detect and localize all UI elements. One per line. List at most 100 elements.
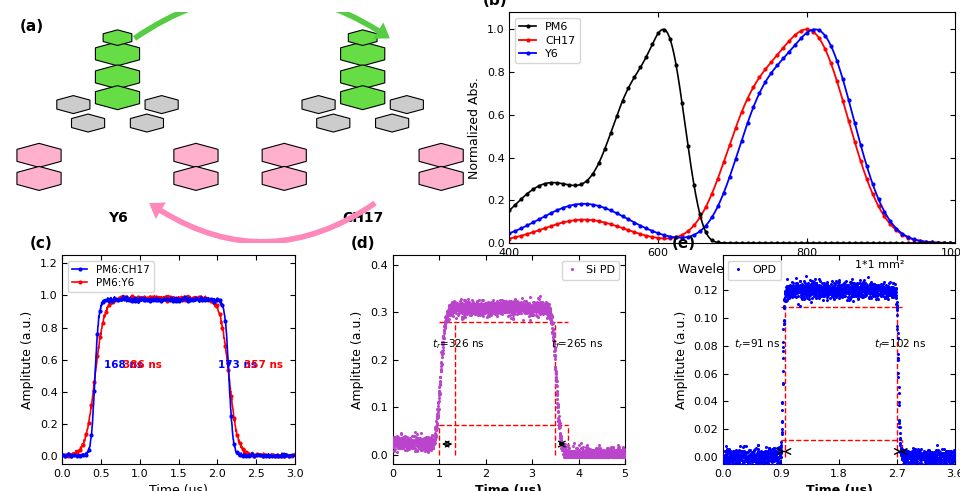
Polygon shape xyxy=(341,65,385,89)
Polygon shape xyxy=(317,114,349,132)
PM6:Y6 xyxy=(257,453,269,459)
OPD xyxy=(717,455,729,461)
PM6 xyxy=(504,208,516,214)
Polygon shape xyxy=(103,30,132,46)
PM6:Y6 xyxy=(205,297,217,303)
Si PD xyxy=(500,301,512,307)
Y6 xyxy=(504,230,516,236)
Polygon shape xyxy=(262,166,306,191)
PM6:Y6 xyxy=(289,453,300,459)
OPD xyxy=(949,451,960,457)
OPD xyxy=(801,273,812,279)
Y6 xyxy=(949,240,960,246)
Text: Y6: Y6 xyxy=(108,211,128,224)
Polygon shape xyxy=(348,30,377,46)
PM6:CH17 xyxy=(233,453,245,459)
Si PD xyxy=(493,308,505,314)
CH17 xyxy=(801,27,812,32)
Legend: PM6:CH17, PM6:Y6: PM6:CH17, PM6:Y6 xyxy=(67,261,154,292)
PM6:CH17 xyxy=(199,298,210,304)
PM6 xyxy=(802,240,813,246)
Polygon shape xyxy=(57,96,90,113)
Polygon shape xyxy=(375,114,409,132)
Si PD xyxy=(612,447,624,453)
PM6:Y6 xyxy=(57,453,68,459)
Si PD xyxy=(387,440,398,446)
Si PD xyxy=(535,293,546,299)
X-axis label: Time (μs): Time (μs) xyxy=(805,485,873,491)
OPD xyxy=(718,461,730,467)
Line: OPD: OPD xyxy=(722,275,956,465)
PM6 xyxy=(618,94,630,100)
Y-axis label: Amplitute (a.u.): Amplitute (a.u.) xyxy=(351,310,365,409)
CH17 xyxy=(802,27,813,32)
Y6 xyxy=(802,29,813,35)
PM6:CH17 xyxy=(117,293,129,299)
Legend: PM6, CH17, Y6: PM6, CH17, Y6 xyxy=(515,18,580,63)
CH17 xyxy=(706,192,717,198)
OPD xyxy=(731,457,742,463)
CH17 xyxy=(618,226,630,232)
Text: (a): (a) xyxy=(19,19,43,34)
Polygon shape xyxy=(71,114,105,132)
PM6:CH17 xyxy=(257,453,269,459)
X-axis label: Time (μs): Time (μs) xyxy=(149,485,208,491)
Polygon shape xyxy=(174,143,218,167)
PM6 xyxy=(706,237,717,243)
CH17 xyxy=(766,58,778,64)
Text: 1*1 mm²: 1*1 mm² xyxy=(855,260,904,270)
PM6 xyxy=(583,176,594,182)
Y-axis label: Amplitute (a.u.): Amplitute (a.u.) xyxy=(675,310,687,409)
Si PD xyxy=(619,450,631,456)
Text: 386 ns: 386 ns xyxy=(123,360,161,370)
Y6 xyxy=(766,69,778,75)
PM6:CH17 xyxy=(192,296,204,302)
Y6 xyxy=(840,86,852,92)
PM6:Y6 xyxy=(71,450,83,456)
OPD xyxy=(812,291,824,297)
Line: Y6: Y6 xyxy=(508,28,956,245)
Polygon shape xyxy=(95,65,139,89)
Si PD xyxy=(558,454,569,460)
PM6:CH17 xyxy=(57,453,68,459)
FancyArrowPatch shape xyxy=(149,201,376,245)
Polygon shape xyxy=(17,143,61,167)
Text: (c): (c) xyxy=(30,236,53,251)
Polygon shape xyxy=(391,96,423,113)
PM6:Y6 xyxy=(182,293,194,299)
Line: Si PD: Si PD xyxy=(392,295,626,458)
FancyArrowPatch shape xyxy=(132,0,390,41)
Line: PM6: PM6 xyxy=(508,28,956,245)
Text: (b): (b) xyxy=(483,0,507,8)
Y6 xyxy=(618,214,630,220)
Line: PM6:CH17: PM6:CH17 xyxy=(61,294,297,457)
PM6 xyxy=(658,27,669,32)
X-axis label: Wavelength (nm): Wavelength (nm) xyxy=(678,264,786,276)
PM6:CH17 xyxy=(57,453,68,459)
Y-axis label: Amplitute (a.u.): Amplitute (a.u.) xyxy=(21,310,35,409)
PM6:Y6 xyxy=(57,452,68,458)
Text: $t_r$=326 ns: $t_r$=326 ns xyxy=(432,337,485,351)
Y-axis label: Normalized Abs.: Normalized Abs. xyxy=(468,77,481,179)
Text: (e): (e) xyxy=(672,236,696,251)
CH17 xyxy=(949,240,960,246)
Line: PM6:Y6: PM6:Y6 xyxy=(61,294,297,457)
Text: 357 ns: 357 ns xyxy=(244,360,283,370)
Polygon shape xyxy=(174,166,218,191)
PM6 xyxy=(840,240,852,246)
Text: CH17: CH17 xyxy=(342,211,383,224)
PM6:Y6 xyxy=(199,295,210,301)
Polygon shape xyxy=(131,114,163,132)
Polygon shape xyxy=(420,166,464,191)
X-axis label: Time (μs): Time (μs) xyxy=(475,485,542,491)
Text: $t_f$=265 ns: $t_f$=265 ns xyxy=(551,337,603,351)
Legend: OPD: OPD xyxy=(729,261,781,280)
Polygon shape xyxy=(341,42,385,66)
Legend: Si PD: Si PD xyxy=(562,261,619,280)
Text: 173 ns: 173 ns xyxy=(218,360,257,370)
Y6 xyxy=(583,201,594,207)
Polygon shape xyxy=(420,143,464,167)
OPD xyxy=(804,286,816,292)
Polygon shape xyxy=(341,85,385,109)
OPD xyxy=(767,458,779,464)
